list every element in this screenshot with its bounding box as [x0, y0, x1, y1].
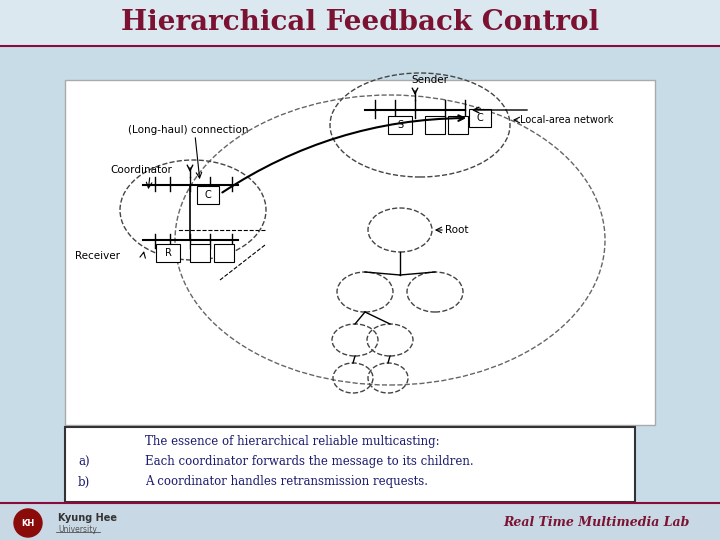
Text: R: R — [165, 248, 171, 258]
Text: Coordinator: Coordinator — [110, 165, 172, 175]
Text: The essence of hierarchical reliable multicasting:: The essence of hierarchical reliable mul… — [145, 435, 440, 449]
Bar — [469, 109, 491, 127]
Bar — [65, 427, 635, 502]
Text: C: C — [477, 113, 483, 123]
Bar — [0, 0, 720, 45]
Bar — [0, 503, 720, 540]
Bar — [190, 244, 210, 262]
Bar — [197, 186, 219, 204]
Text: KH: KH — [22, 518, 35, 528]
Text: Local-area network: Local-area network — [520, 115, 613, 125]
Bar — [388, 116, 412, 134]
Text: S: S — [397, 120, 403, 130]
Text: Each coordinator forwards the message to its children.: Each coordinator forwards the message to… — [145, 456, 474, 469]
Text: b): b) — [78, 476, 90, 489]
Text: Receiver: Receiver — [75, 251, 120, 261]
Bar — [448, 116, 468, 134]
Text: Hierarchical Feedback Control: Hierarchical Feedback Control — [121, 10, 599, 37]
Text: University: University — [58, 524, 97, 534]
Bar — [214, 244, 234, 262]
Text: a): a) — [78, 456, 89, 469]
Text: A coordinator handles retransmission requests.: A coordinator handles retransmission req… — [145, 476, 428, 489]
Text: Sender: Sender — [412, 75, 449, 85]
Text: (Long-haul) connection: (Long-haul) connection — [128, 125, 248, 135]
Circle shape — [14, 509, 42, 537]
Text: C: C — [204, 190, 212, 200]
Text: Real Time Multimedia Lab: Real Time Multimedia Lab — [503, 516, 690, 530]
Bar — [425, 116, 445, 134]
Text: Kyung Hee: Kyung Hee — [58, 513, 117, 523]
Text: Root: Root — [445, 225, 469, 235]
Bar — [65, 80, 655, 425]
Bar — [156, 244, 180, 262]
